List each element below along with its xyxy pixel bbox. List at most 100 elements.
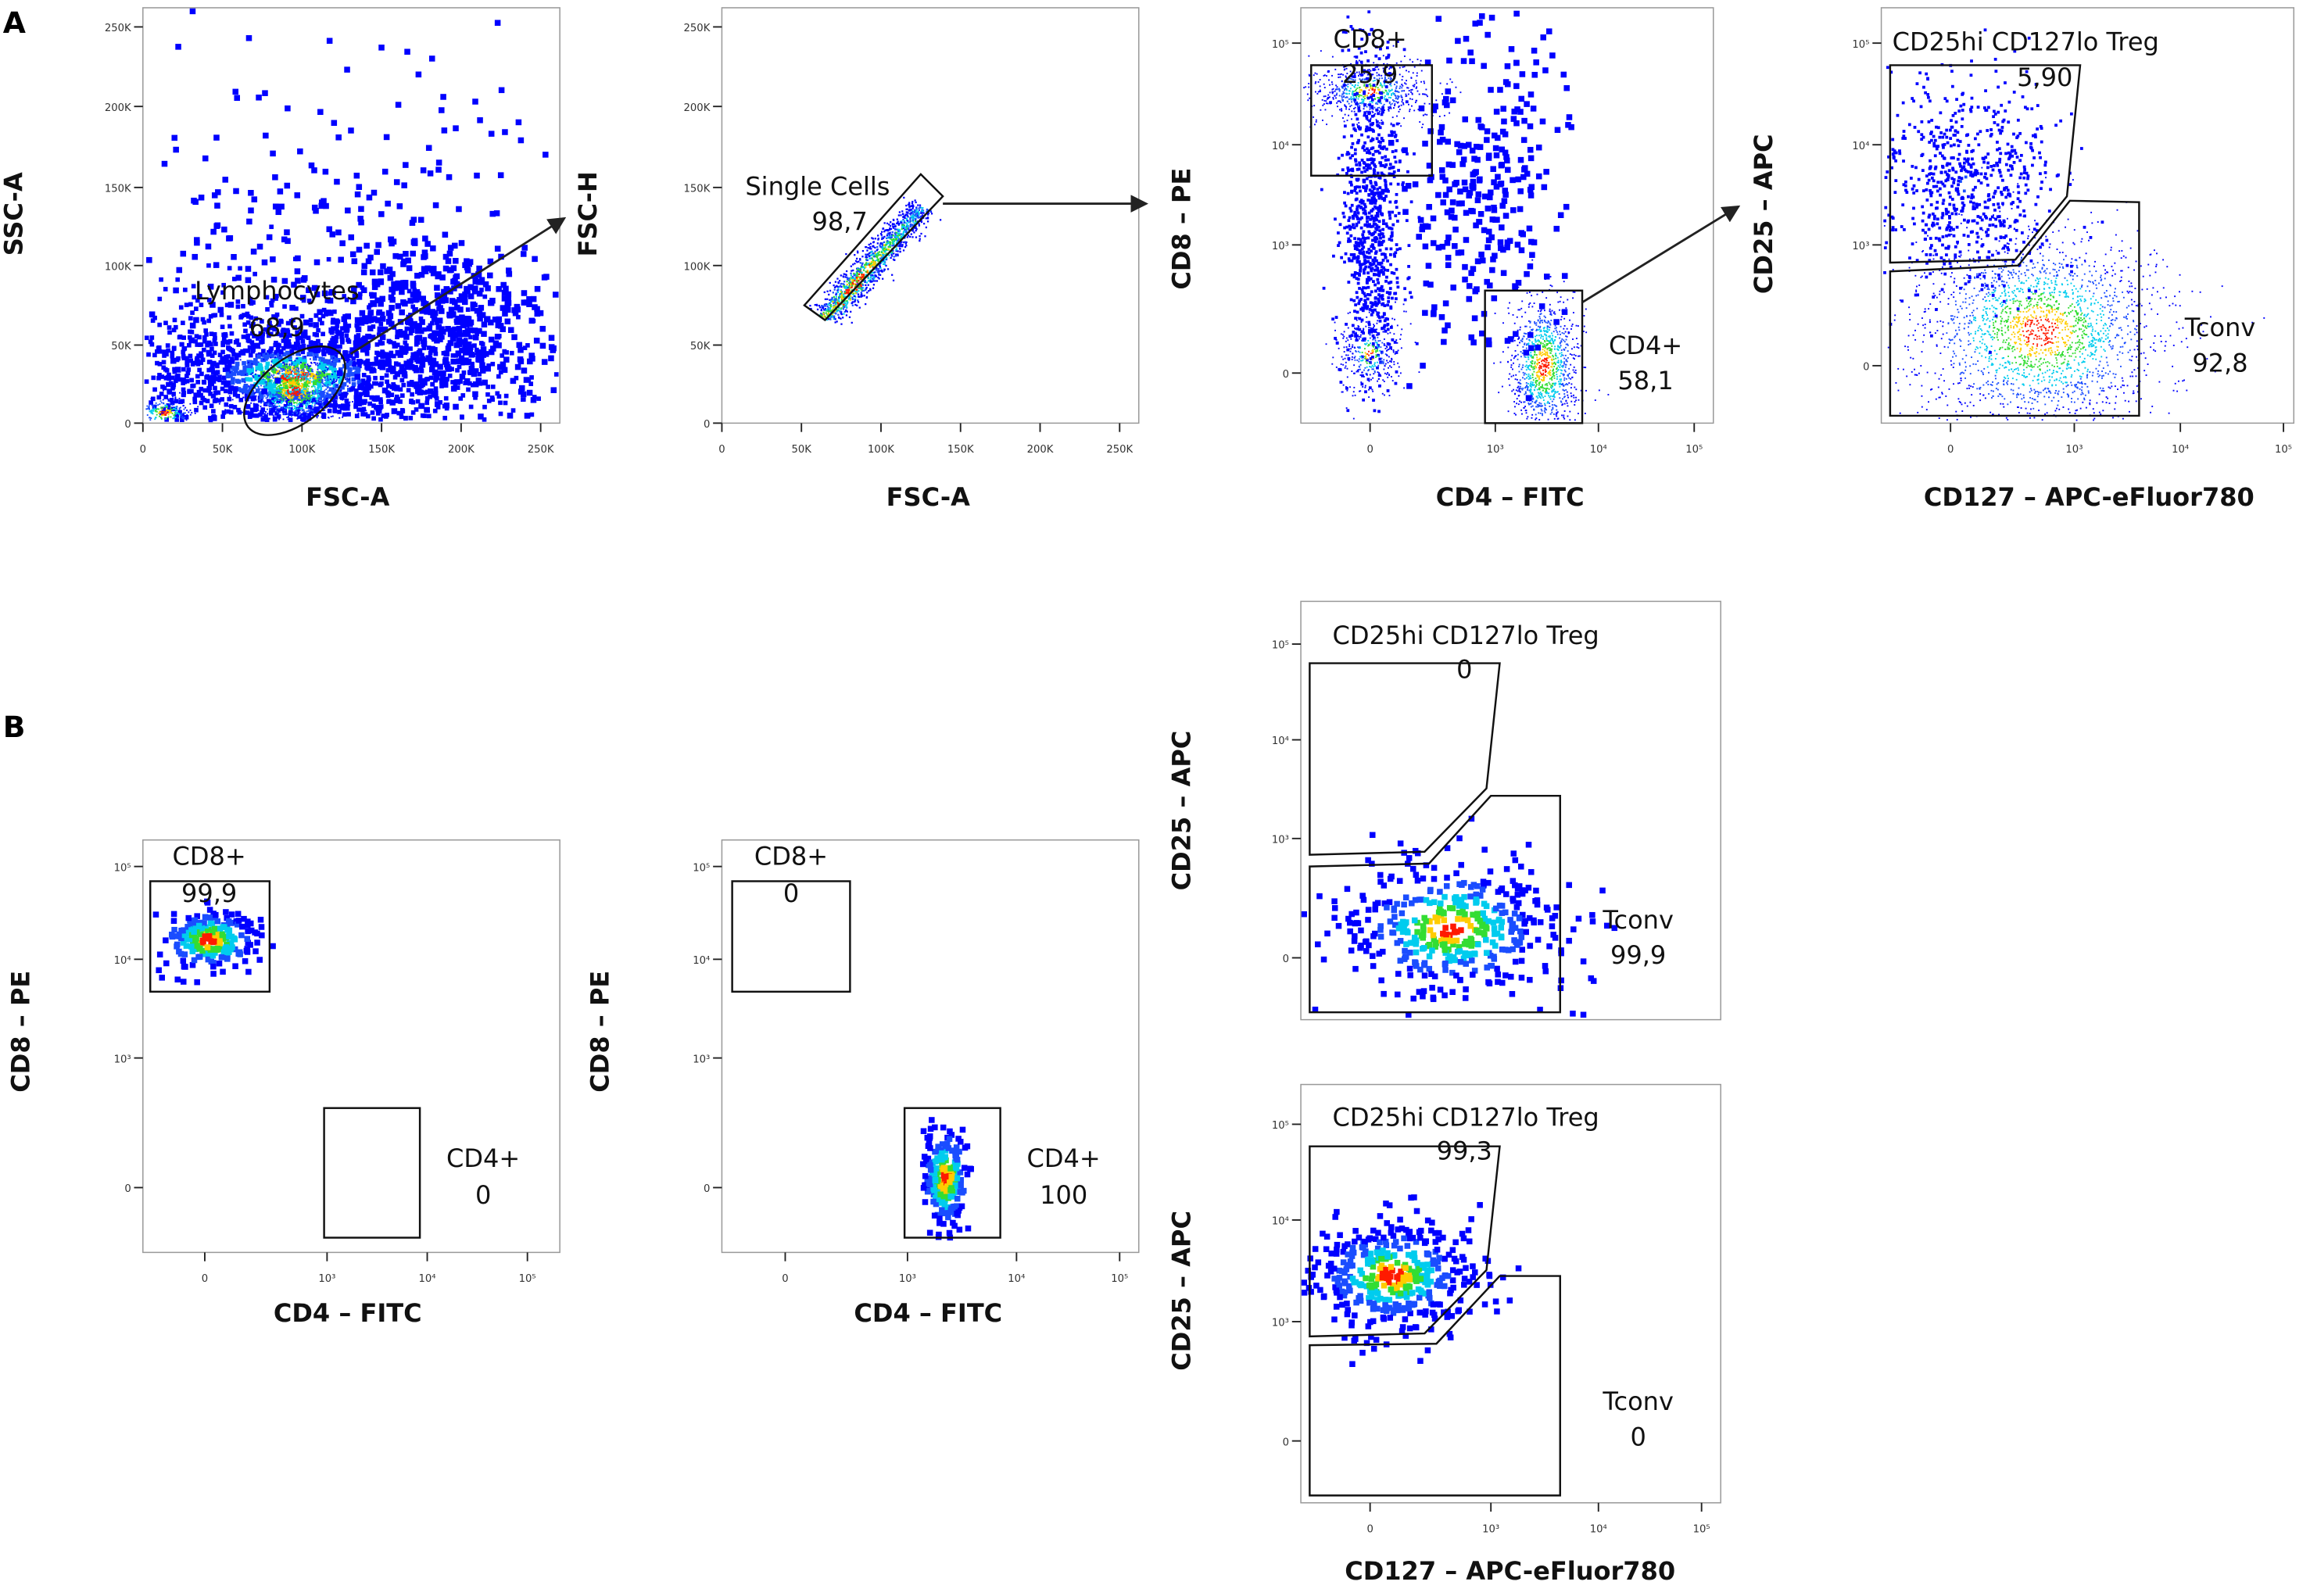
event-dot — [1356, 96, 1358, 98]
event-dot — [200, 317, 206, 322]
event-dot — [211, 409, 216, 413]
event-dot — [153, 407, 156, 410]
event-dot — [889, 246, 891, 249]
event-dot — [886, 248, 890, 251]
event-dot — [420, 167, 427, 174]
event-dot — [276, 399, 281, 404]
event-dot — [1383, 91, 1385, 94]
event-dot — [1401, 79, 1403, 81]
event-dot — [510, 408, 516, 413]
event-dot — [160, 406, 163, 409]
event-dot — [305, 380, 307, 382]
event-dot — [890, 221, 892, 224]
event-dot — [324, 389, 326, 392]
event-dot — [504, 350, 509, 355]
event-dot — [314, 378, 320, 383]
event-dot — [298, 403, 299, 405]
event-dot — [1427, 95, 1429, 98]
event-dot — [338, 360, 340, 362]
event-dot — [1338, 77, 1340, 78]
event-dot — [326, 256, 331, 262]
event-dot — [306, 373, 308, 375]
event-dot — [371, 316, 378, 322]
event-dot — [174, 417, 177, 419]
event-dot — [885, 229, 888, 231]
event-dot — [267, 320, 272, 325]
event-dot — [396, 362, 401, 367]
event-dot — [442, 416, 448, 420]
event-dot — [856, 288, 858, 291]
event-dot — [1332, 91, 1334, 93]
event-dot — [909, 205, 912, 208]
event-dot — [209, 331, 214, 336]
event-dot — [911, 236, 914, 238]
event-dot — [324, 413, 327, 415]
event-dot — [859, 259, 861, 261]
event-dot — [278, 349, 284, 355]
event-dot — [202, 335, 207, 340]
event-dot — [376, 309, 383, 316]
event-dot — [299, 374, 302, 376]
event-dot — [317, 401, 320, 403]
event-dot — [552, 292, 559, 298]
event-dot — [320, 320, 324, 326]
event-dot — [400, 409, 406, 413]
event-dot — [288, 396, 290, 399]
event-dot — [904, 241, 906, 243]
event-dot — [1317, 81, 1320, 83]
event-dot — [274, 398, 276, 400]
event-dot — [162, 349, 167, 354]
event-dot — [1353, 55, 1356, 58]
event-dot — [883, 253, 885, 256]
event-dot — [375, 405, 381, 412]
event-dot — [250, 349, 256, 354]
event-dot — [288, 417, 293, 423]
event-dot — [228, 410, 234, 415]
event-dot — [163, 406, 164, 409]
event-dot — [252, 271, 257, 277]
event-dot — [328, 386, 330, 388]
event-dot — [245, 311, 250, 317]
event-dot — [217, 306, 224, 313]
event-dot — [869, 274, 872, 277]
event-dot — [282, 375, 288, 380]
event-dot — [287, 370, 289, 372]
event-dot — [325, 392, 328, 394]
event-dot — [903, 231, 905, 233]
event-dot — [299, 379, 302, 381]
event-dot — [306, 395, 308, 397]
event-dot — [1370, 117, 1372, 120]
event-dot — [1367, 92, 1370, 95]
event-dot — [418, 403, 425, 410]
event-dot — [357, 399, 363, 404]
event-dot — [893, 219, 895, 221]
event-dot — [229, 331, 235, 336]
event-dot — [1326, 75, 1327, 77]
event-dot — [851, 321, 853, 324]
event-dot — [181, 415, 184, 417]
event-dot — [248, 296, 253, 302]
event-dot — [355, 394, 360, 399]
event-dot — [1309, 97, 1311, 99]
event-dot — [309, 358, 311, 360]
event-dot — [189, 378, 194, 383]
event-dot — [297, 379, 299, 381]
event-dot — [312, 370, 314, 373]
event-dot — [426, 413, 432, 419]
event-dot — [374, 356, 379, 361]
event-dot — [236, 387, 242, 392]
event-dot — [464, 288, 471, 295]
event-dot — [862, 287, 865, 289]
event-dot — [160, 402, 163, 404]
event-dot — [274, 293, 279, 299]
event-dot — [281, 357, 287, 363]
event-dot — [152, 404, 157, 410]
event-dot — [500, 361, 507, 368]
event-dot — [271, 380, 274, 382]
event-dot — [281, 373, 284, 374]
event-dot — [453, 403, 459, 410]
event-dot — [433, 351, 439, 356]
event-dot — [146, 352, 151, 357]
event-dot — [360, 399, 367, 406]
event-dot — [335, 379, 338, 381]
